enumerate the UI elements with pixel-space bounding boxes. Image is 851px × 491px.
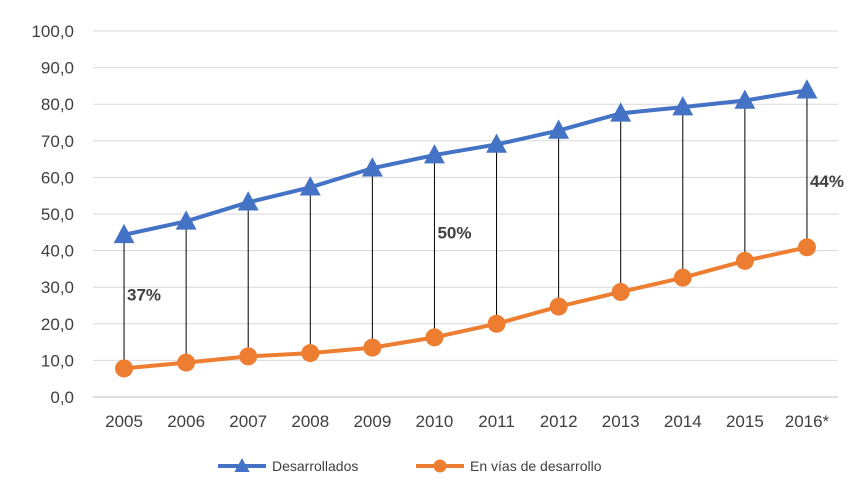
legend-label: En vías de desarrollo [470, 458, 602, 474]
data-point-triangle [299, 176, 321, 196]
legend-label: Desarrollados [272, 458, 358, 474]
x-tick-label: 2016* [785, 412, 830, 431]
series-line-desarrollados [123, 88, 808, 237]
data-point-triangle [548, 119, 570, 139]
series-lines [113, 79, 818, 378]
gap-annotations: 37% 50% 44% [127, 172, 844, 304]
data-point-circle [363, 338, 382, 357]
y-tick-label: 20,0 [41, 315, 74, 334]
y-tick-label: 0,0 [50, 388, 74, 407]
data-point-triangle [113, 223, 135, 244]
legend-marker-circle [433, 459, 447, 473]
y-tick-label: 100,0 [31, 22, 74, 41]
y-tick-label: 60,0 [41, 168, 74, 187]
x-tick-label: 2013 [602, 412, 640, 431]
legend: Desarrollados En vías de desarrollo [218, 458, 602, 474]
y-tick-label: 10,0 [41, 351, 74, 370]
data-point-triangle [734, 89, 756, 109]
series-line-en-vias-de-desarrollo [123, 245, 808, 371]
data-point-triangle [486, 133, 507, 153]
data-point-circle [487, 314, 506, 333]
data-point-circle [797, 238, 816, 257]
gap-annotation: 44% [810, 172, 844, 191]
data-point-triangle [237, 191, 259, 211]
y-tick-label: 70,0 [41, 132, 74, 151]
data-point-triangle [610, 102, 632, 122]
data-point-triangle [672, 96, 694, 116]
data-point-circle [177, 353, 196, 372]
x-tick-label: 2011 [478, 412, 515, 431]
data-point-circle [115, 359, 134, 378]
drop-lines [123, 90, 808, 369]
data-point-triangle [796, 79, 818, 99]
data-point-circle [735, 251, 754, 270]
x-tick-label: 2012 [540, 412, 578, 431]
x-tick-label: 2015 [726, 412, 764, 431]
y-axis-tick-labels: 0,0 10,0 20,0 30,0 40,0 50,0 60,0 70,0 80,0 90,0 1… [31, 22, 74, 407]
x-axis-tick-labels: 2005 2006 2007 2008 2009 2010 2011 2012 2013 2014… [105, 412, 829, 431]
y-tick-label: 90,0 [41, 59, 74, 78]
data-point-triangle [361, 157, 383, 177]
gap-annotation: 50% [437, 223, 471, 242]
data-point-circle [549, 297, 568, 316]
x-tick-label: 2009 [353, 412, 391, 431]
data-point-circle [301, 344, 320, 363]
data-point-circle [673, 268, 692, 287]
data-point-circle [425, 328, 444, 347]
gap-annotation: 37% [127, 286, 161, 305]
x-tick-label: 2008 [291, 412, 329, 431]
data-point-circle [611, 282, 630, 301]
data-point-triangle [175, 210, 197, 230]
x-tick-label: 2005 [105, 412, 143, 431]
y-tick-label: 40,0 [41, 242, 74, 261]
data-point-circle [239, 347, 258, 366]
y-tick-label: 30,0 [41, 278, 74, 297]
x-tick-label: 2006 [167, 412, 205, 431]
data-point-triangle [424, 144, 445, 164]
x-tick-label: 2014 [664, 412, 702, 431]
legend-marker-triangle [234, 458, 250, 472]
y-tick-label: 50,0 [41, 205, 74, 224]
x-tick-label: 2007 [229, 412, 267, 431]
y-tick-label: 80,0 [41, 95, 74, 114]
x-tick-label: 2010 [416, 412, 454, 431]
